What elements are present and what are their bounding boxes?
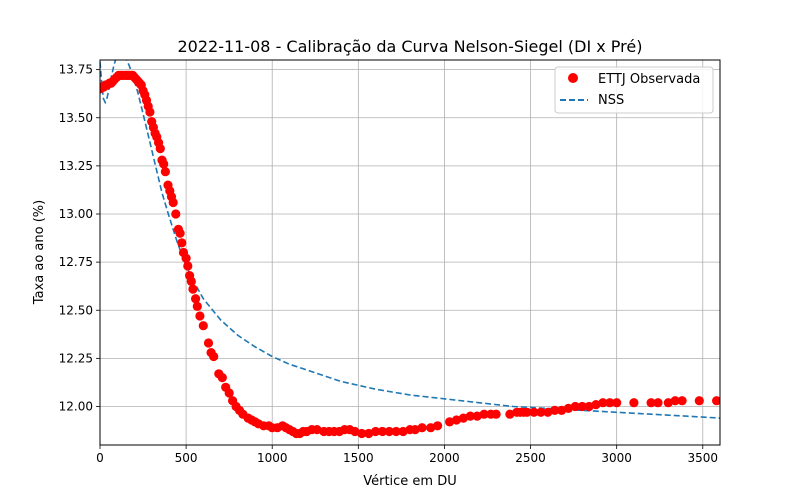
x-tick-label: 1500	[343, 451, 374, 465]
y-tick-label: 12.25	[59, 351, 93, 365]
observed-point	[445, 417, 455, 427]
x-tick-label: 500	[175, 451, 198, 465]
observed-point	[451, 415, 462, 425]
x-tick-label: 3000	[601, 451, 632, 465]
x-tick-label: 3500	[688, 451, 719, 465]
y-axis-label: Taxa ao ano (%)	[32, 200, 47, 305]
observed-point	[712, 396, 720, 406]
observed-point	[177, 238, 187, 248]
observed-point	[195, 311, 205, 321]
observed-point	[384, 426, 394, 437]
observed-point	[694, 396, 704, 406]
observed-point	[598, 398, 608, 408]
observed-point	[159, 159, 169, 169]
legend-label-nss: NSS	[598, 93, 624, 108]
observed-point	[171, 209, 181, 219]
observed-point	[175, 228, 185, 238]
observed-point	[522, 407, 532, 417]
legend: ETTJ Observada NSS	[554, 66, 714, 114]
observed-point	[183, 261, 193, 271]
observed-point	[670, 396, 680, 406]
plot-frame	[99, 59, 721, 446]
y-tick-label: 13.00	[59, 207, 93, 221]
y-tick-label: 13.50	[59, 111, 93, 125]
x-tick-label: 1000	[257, 451, 288, 465]
x-axis-label: Vértice em DU	[363, 474, 457, 489]
observed-point	[479, 409, 489, 419]
observed-point	[168, 197, 178, 208]
observed-point	[209, 351, 219, 362]
observed-point	[653, 398, 663, 408]
observed-point	[529, 407, 539, 417]
observed-point	[472, 411, 482, 421]
observed-point	[543, 407, 553, 417]
observed-point	[563, 403, 574, 413]
y-tick-label: 12.75	[59, 255, 93, 269]
observed-point	[426, 423, 436, 433]
observed-series	[100, 70, 720, 439]
observed-point	[357, 428, 367, 439]
observed-point	[663, 398, 673, 408]
observed-point	[181, 253, 191, 263]
observed-point	[391, 426, 401, 437]
observed-point	[371, 426, 381, 437]
x-axis: 0 500 1000 1500 2000 2500 3000 3500	[96, 445, 718, 465]
observed-point	[458, 413, 468, 423]
observed-point	[629, 398, 639, 408]
observed-point	[192, 301, 202, 311]
grid	[99, 60, 720, 445]
observed-point	[364, 428, 374, 439]
observed-point	[505, 409, 515, 419]
observed-point	[198, 321, 208, 331]
x-tick-label: 2000	[429, 451, 460, 465]
plot-area	[100, 60, 720, 439]
observed-point	[312, 425, 322, 435]
observed-point	[491, 409, 501, 419]
observed-point	[465, 411, 475, 421]
observed-point	[155, 144, 165, 154]
observed-point	[145, 107, 155, 117]
observed-point	[203, 338, 214, 348]
x-tick-label: 0	[96, 451, 104, 465]
observed-point	[224, 388, 234, 398]
observed-point	[217, 373, 227, 383]
observed-point	[577, 401, 587, 412]
observed-point	[591, 400, 601, 410]
y-tick-label: 12.00	[59, 400, 93, 414]
observed-point	[417, 423, 427, 433]
observed-point	[536, 407, 546, 417]
observed-point	[646, 398, 656, 408]
y-tick-label: 13.25	[59, 159, 93, 173]
legend-box	[554, 66, 714, 114]
observed-point	[605, 398, 615, 408]
observed-point	[350, 426, 360, 437]
x-tick-label: 2500	[515, 451, 546, 465]
y-tick-label: 13.75	[59, 63, 93, 77]
chart-title: 2022-11-08 - Calibração da Curva Nelson-…	[178, 37, 643, 56]
observed-point	[186, 276, 196, 286]
observed-point	[398, 426, 408, 437]
observed-point	[584, 401, 594, 412]
observed-point	[188, 284, 198, 294]
y-tick-label: 12.50	[59, 303, 93, 317]
observed-point	[377, 426, 387, 437]
y-axis: 12.00 12.25 12.50 12.75 13.00 13.25 13.50 13.75	[59, 63, 100, 414]
legend-label-observed: ETTJ Observada	[598, 72, 700, 87]
observed-point	[191, 294, 201, 304]
observed-point	[410, 425, 420, 435]
observed-point	[612, 398, 622, 408]
observed-point	[160, 167, 170, 177]
observed-point	[570, 401, 580, 412]
observed-point	[677, 396, 687, 406]
observed-point	[550, 405, 560, 415]
legend-marker-observed	[568, 73, 578, 83]
observed-point	[433, 421, 443, 431]
